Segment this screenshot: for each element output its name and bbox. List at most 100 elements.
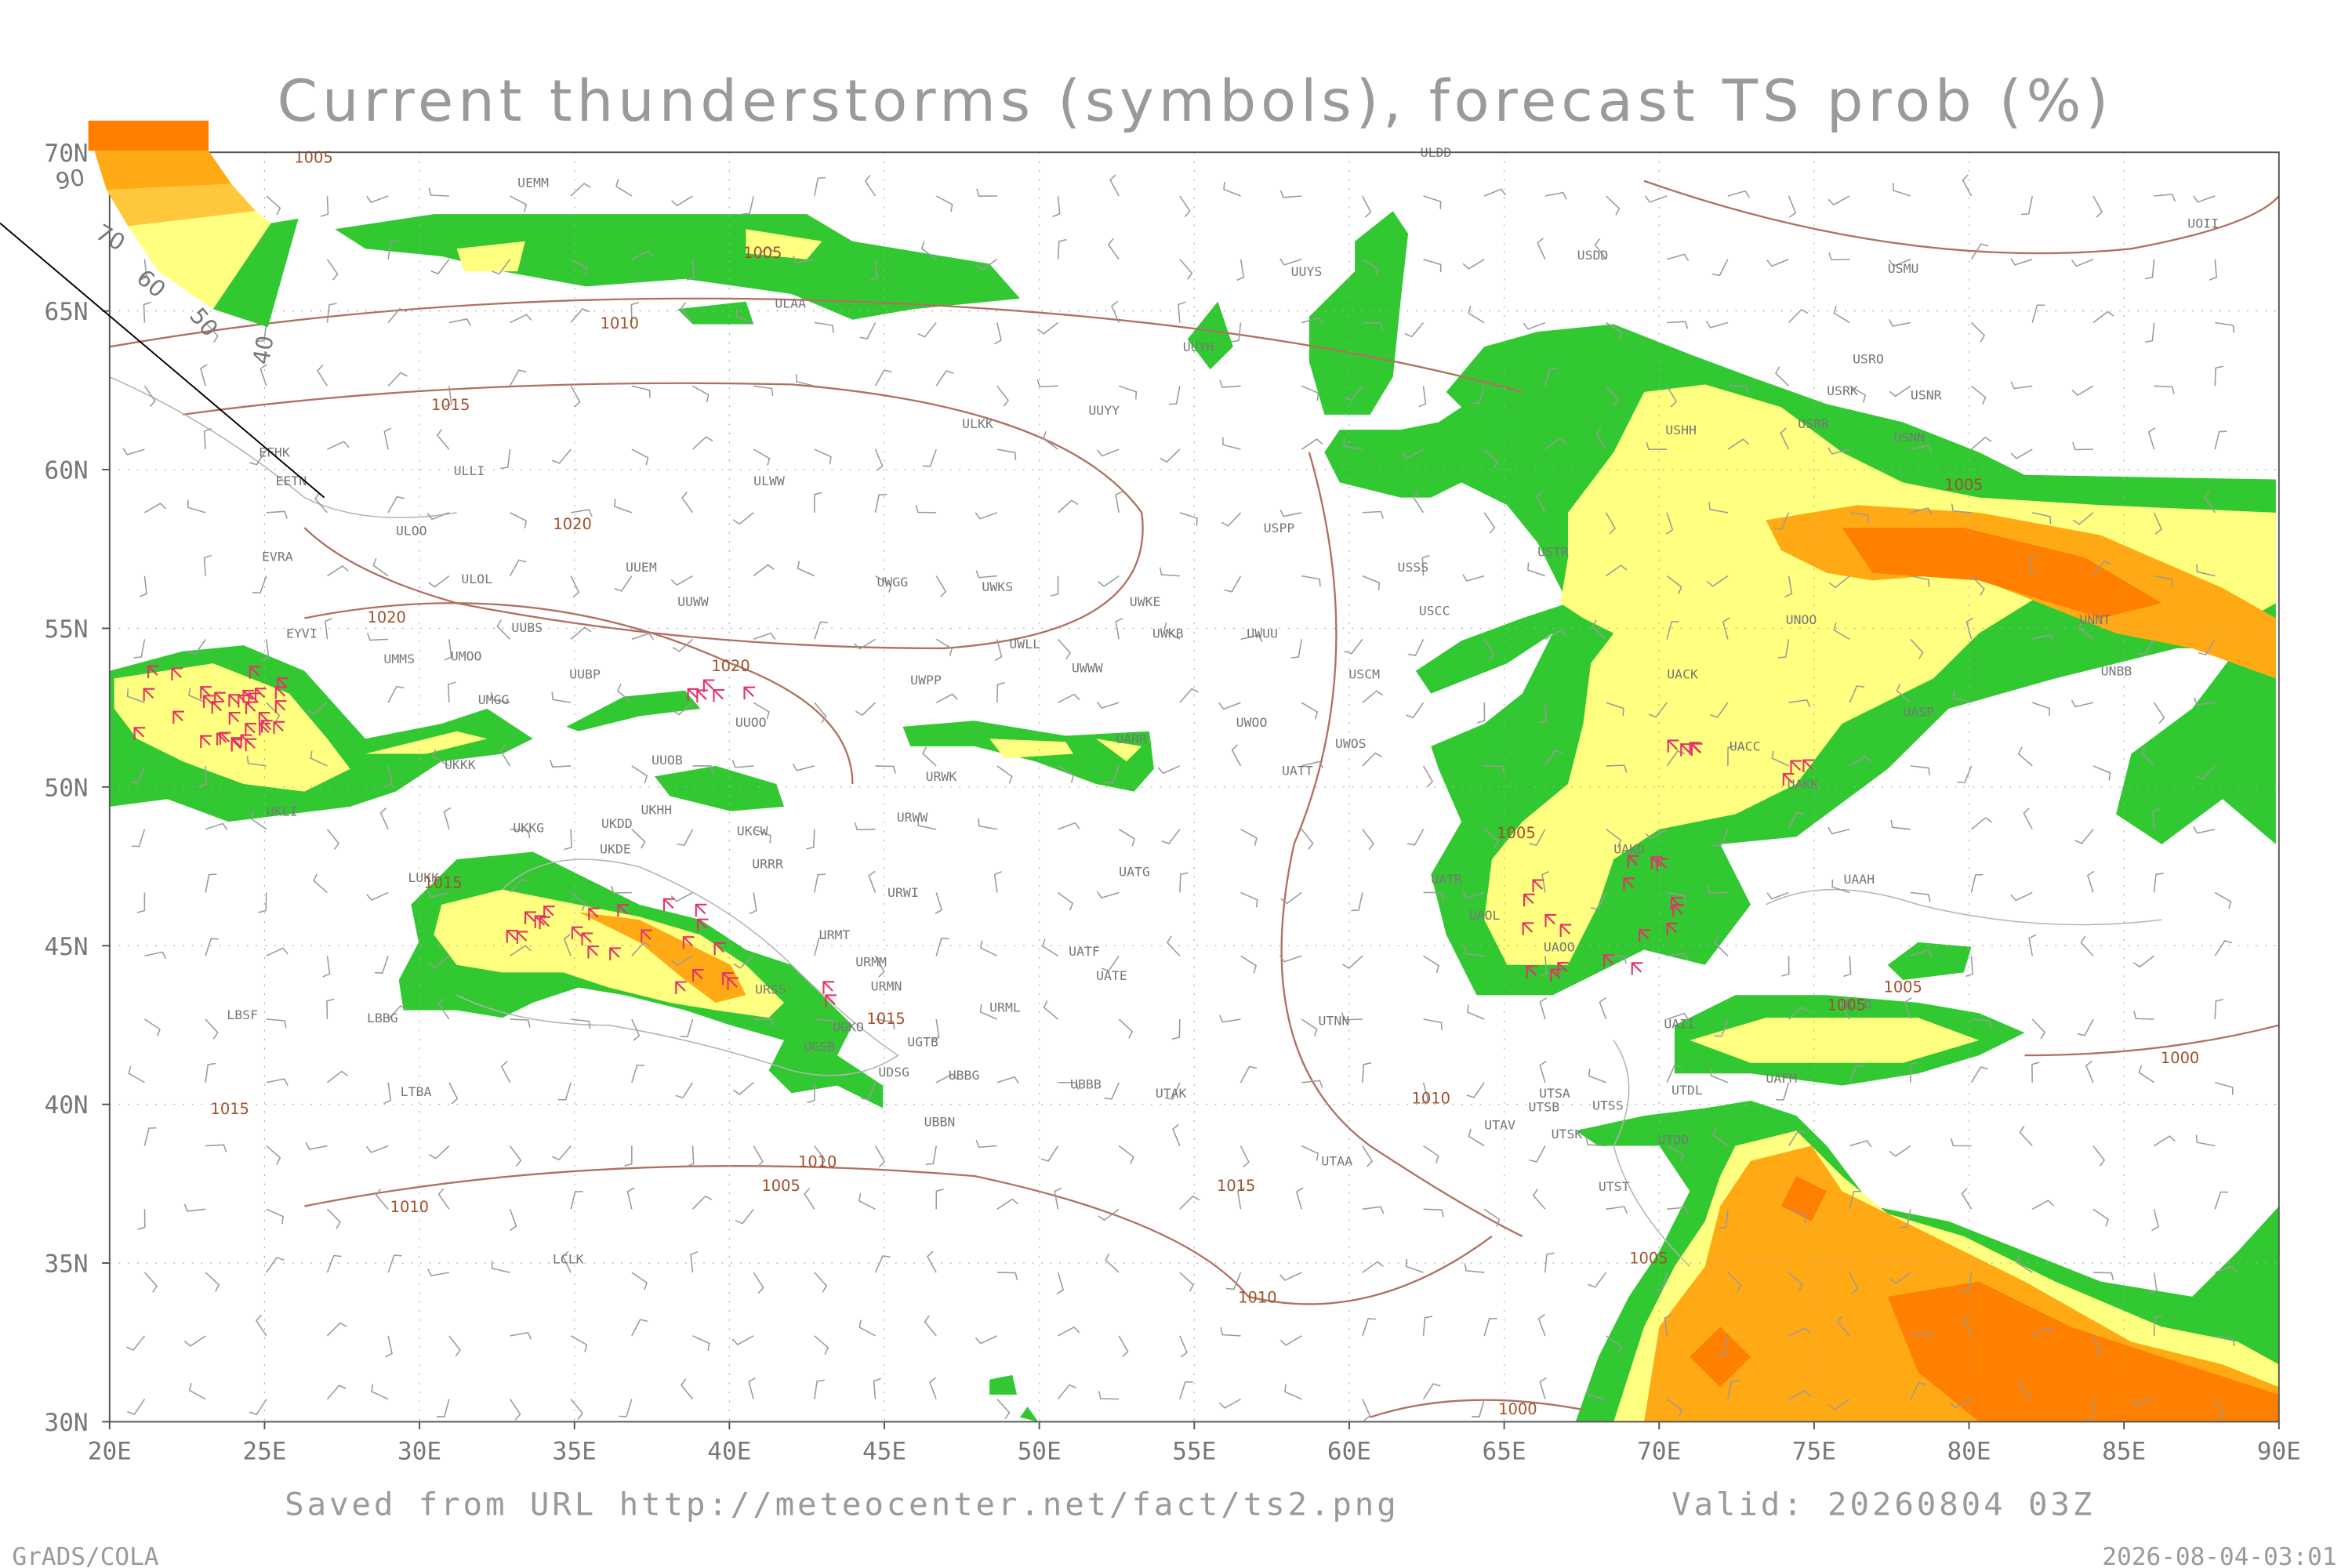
isobar-label: 1015 — [211, 1100, 249, 1118]
wind-barb — [144, 951, 167, 960]
wind-barb — [1098, 1391, 1120, 1400]
wind-barb — [1849, 1272, 1859, 1294]
wind-barb — [126, 688, 145, 703]
wind-barb — [1965, 617, 1974, 640]
wind-barb — [2153, 1315, 2162, 1336]
wind-barb — [631, 250, 654, 260]
storm-symbol — [1790, 760, 1802, 773]
storm-symbol — [702, 679, 715, 692]
wind-barb — [1788, 309, 1809, 324]
storm-symbol — [617, 903, 629, 917]
wind-barb — [1057, 238, 1067, 260]
lat-label: 35N — [45, 1250, 89, 1279]
storm-symbol — [587, 946, 600, 959]
station-label: UAOL — [1469, 908, 1501, 923]
wind-barb — [2072, 442, 2093, 451]
wind-barb — [1771, 750, 1789, 767]
wind-barb — [1301, 1018, 1318, 1037]
wind-barb — [993, 322, 1002, 345]
wind-barb — [2092, 310, 2114, 324]
wind-barb — [2196, 564, 2216, 577]
wind-barb — [137, 1209, 146, 1230]
wind-barb — [372, 557, 389, 577]
lon-label: 80E — [1947, 1438, 1991, 1466]
wind-barb — [935, 693, 958, 703]
wind-barb — [1240, 829, 1258, 846]
wind-barb — [1105, 765, 1120, 784]
wind-barb — [1666, 1145, 1684, 1163]
wind-barb — [1541, 870, 1550, 893]
wind-barb — [2153, 873, 2164, 893]
wind-barb — [853, 638, 876, 650]
storm-symbol — [228, 711, 241, 725]
wind-barb — [310, 750, 328, 767]
wind-barb — [1161, 829, 1181, 845]
wind-barb — [1971, 1018, 1992, 1029]
storm-symbol — [248, 692, 260, 706]
wind-barb — [367, 633, 389, 641]
map-frame — [108, 151, 2280, 1423]
wind-barb — [2078, 620, 2094, 640]
wind-barb — [1970, 243, 1989, 260]
wind-barb — [1544, 750, 1563, 767]
wind-barb — [1115, 491, 1123, 513]
wind-barb — [266, 702, 281, 723]
lon-label: 65E — [1483, 1438, 1526, 1466]
wind-barb — [1351, 892, 1363, 912]
wind-barb — [1279, 190, 1302, 198]
wind-barb — [326, 829, 340, 850]
wind-barb — [205, 1062, 216, 1083]
wind-barb — [448, 681, 456, 703]
wind-barb — [1544, 368, 1558, 387]
wind-barb — [307, 702, 328, 715]
station-label: UATR — [1431, 872, 1462, 887]
wind-barb — [2193, 826, 2216, 834]
wind-barb — [1899, 1209, 1911, 1229]
wind-barb — [375, 955, 389, 974]
wind-barb — [379, 807, 389, 830]
storm-symbol — [254, 688, 267, 701]
wind-barb — [1910, 507, 1933, 515]
wind-barb — [814, 621, 829, 640]
storm-symbol — [1602, 954, 1615, 967]
wind-barb — [1118, 385, 1138, 400]
wind-barb — [753, 1272, 764, 1294]
isobar-label: 1005 — [743, 244, 782, 262]
wind-barb — [1539, 997, 1548, 1020]
wind-barb — [814, 492, 822, 513]
lon-label: 60E — [1327, 1438, 1371, 1466]
lon-label: 90E — [2257, 1438, 2301, 1466]
wind-barb — [1037, 321, 1058, 335]
wind-barb — [1849, 756, 1871, 767]
wind-barb — [1362, 690, 1384, 703]
wind-barb — [935, 638, 953, 656]
wind-barb — [2031, 1200, 2054, 1210]
wind-barb — [371, 1384, 389, 1400]
wind-barb — [680, 302, 694, 324]
wind-barb — [631, 448, 649, 466]
wind-barb — [996, 682, 1005, 703]
wind-barb — [1279, 509, 1302, 517]
wind-barb — [1777, 639, 1790, 659]
wind-barb — [1766, 891, 1789, 900]
wind-barb — [1606, 564, 1628, 577]
wind-barb — [792, 764, 815, 771]
wind-barb — [2214, 939, 2233, 956]
wind-barb — [753, 1145, 764, 1167]
storm-symbol — [274, 686, 287, 699]
storm-symbol — [687, 688, 699, 702]
wind-barb — [1544, 1252, 1555, 1273]
wind-barb — [143, 385, 156, 408]
wind-barb — [807, 1082, 815, 1104]
station-label: UUYH — [1183, 339, 1214, 354]
wind-barb — [1423, 955, 1440, 974]
wind-barb — [1648, 702, 1668, 718]
wind-barb — [205, 1018, 219, 1040]
wind-barb — [2214, 1191, 2229, 1210]
station-label: USDD — [1577, 248, 1609, 263]
wind-barb — [1483, 1317, 1497, 1337]
wind-barb — [436, 429, 450, 450]
wind-barb — [1466, 1082, 1485, 1098]
wind-barb — [1218, 702, 1241, 710]
wind-barb — [617, 684, 633, 703]
